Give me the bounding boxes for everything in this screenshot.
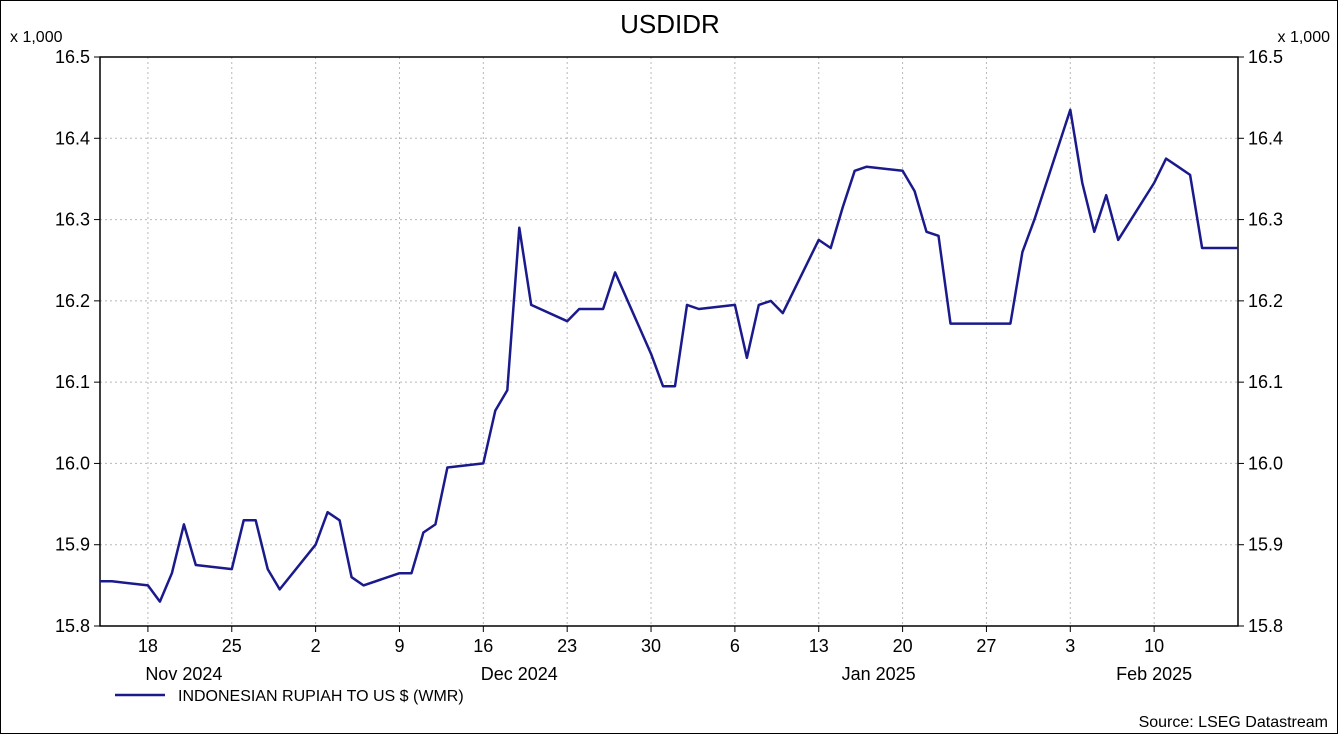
y-tick-label-left: 15.9 — [55, 535, 90, 555]
y-multiplier-right: x 1,000 — [1278, 29, 1331, 46]
x-tick-label: 9 — [394, 636, 404, 656]
x-tick-label: 25 — [222, 636, 242, 656]
x-tick-label: 27 — [976, 636, 996, 656]
x-tick-label: 2 — [311, 636, 321, 656]
y-tick-label-right: 15.8 — [1248, 616, 1283, 636]
y-tick-label-right: 16.1 — [1248, 372, 1283, 392]
x-tick-label: 20 — [893, 636, 913, 656]
legend-label: INDONESIAN RUPIAH TO US $ (WMR) — [178, 688, 464, 705]
x-tick-label: 3 — [1065, 636, 1075, 656]
y-tick-label-left: 16.3 — [55, 210, 90, 230]
x-tick-label: 18 — [138, 636, 158, 656]
x-tick-label: 23 — [557, 636, 577, 656]
chart-title: USDIDR — [620, 9, 720, 39]
series-layer — [100, 108, 1238, 603]
x-month-label: Feb 2025 — [1116, 664, 1192, 684]
y-tick-label-right: 16.4 — [1248, 128, 1283, 148]
x-tick-label: 6 — [730, 636, 740, 656]
y-tick-label-right: 16.0 — [1248, 453, 1283, 473]
x-tick-label: 30 — [641, 636, 661, 656]
grid — [100, 57, 1238, 626]
y-tick-label-left: 16.4 — [55, 128, 90, 148]
x-tick-label: 13 — [809, 636, 829, 656]
x-month-label: Dec 2024 — [481, 664, 558, 684]
y-tick-label-right: 16.5 — [1248, 47, 1283, 67]
y-multiplier-left: x 1,000 — [10, 29, 63, 46]
source-label: Source: LSEG Datastream — [1139, 714, 1328, 731]
y-tick-label-right: 15.9 — [1248, 535, 1283, 555]
x-month-label: Jan 2025 — [842, 664, 916, 684]
y-tick-label-left: 15.8 — [55, 616, 90, 636]
x-month-label: Nov 2024 — [145, 664, 222, 684]
y-tick-label-left: 16.2 — [55, 291, 90, 311]
y-tick-label-left: 16.0 — [55, 453, 90, 473]
y-tick-label-right: 16.3 — [1248, 210, 1283, 230]
x-tick-label: 10 — [1144, 636, 1164, 656]
y-tick-label-left: 16.1 — [55, 372, 90, 392]
x-tick-label: 16 — [473, 636, 493, 656]
series-line-usdidr — [100, 108, 1238, 603]
y-tick-label-right: 16.2 — [1248, 291, 1283, 311]
axes: 15.8 15.8 15.9 15.9 16.0 16.0 16.1 16.1 16.2 16.2… — [55, 47, 1283, 684]
y-tick-label-left: 16.5 — [55, 47, 90, 67]
plot-area — [99, 56, 1239, 627]
